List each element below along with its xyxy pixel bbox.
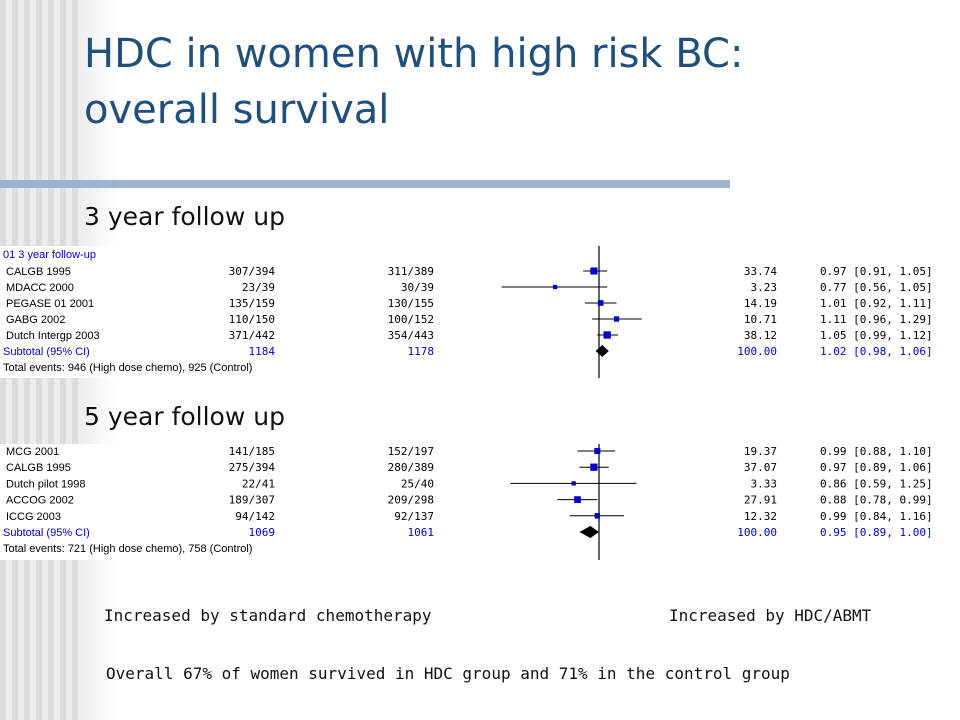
ci-text: 0.97 [0.89, 1.06] bbox=[820, 461, 933, 474]
control-events: 152/197 bbox=[388, 445, 434, 458]
control-events: 30/39 bbox=[401, 281, 434, 294]
ci-text: 0.77 [0.56, 1.05] bbox=[820, 281, 933, 294]
effect-marker bbox=[571, 481, 576, 486]
control-events: 280/389 bbox=[388, 461, 434, 474]
group-label: 01 3 year follow-up bbox=[3, 249, 96, 261]
subtotal-ci-text: 0.95 [0.89, 1.00] bbox=[820, 526, 933, 539]
hdc-events: 371/442 bbox=[229, 329, 275, 342]
effect-marker bbox=[590, 267, 598, 275]
hdc-events: 23/39 bbox=[242, 281, 275, 294]
slide-title: HDC in women with high risk BC: overall … bbox=[84, 26, 944, 138]
ci-text: 1.11 [0.96, 1.29] bbox=[820, 313, 933, 326]
study-name: ICCG 2003 bbox=[6, 511, 61, 523]
weight-value: 14.19 bbox=[744, 297, 777, 310]
ci-text: 0.88 [0.78, 0.99] bbox=[820, 494, 933, 507]
ci-text: 1.05 [0.99, 1.12] bbox=[820, 329, 933, 342]
subtotal-label: Subtotal (95% CI) bbox=[3, 527, 90, 539]
effect-marker bbox=[613, 316, 620, 322]
effect-marker bbox=[597, 300, 604, 306]
hdc-events: 307/394 bbox=[229, 265, 276, 278]
hdc-events: 94/142 bbox=[235, 510, 275, 523]
ci-text: 0.99 [0.84, 1.16] bbox=[820, 510, 933, 523]
subtotal-ci-text: 1.02 [0.98, 1.06] bbox=[820, 345, 933, 358]
heading-5-year: 5 year follow up bbox=[84, 402, 285, 431]
effect-marker bbox=[552, 284, 558, 290]
summary-text: Overall 67% of women survived in HDC gro… bbox=[106, 664, 790, 683]
control-events: 209/298 bbox=[388, 494, 434, 507]
hdc-events: 275/394 bbox=[229, 461, 276, 474]
subtotal-diamond bbox=[595, 345, 609, 357]
title-line-2: overall survival bbox=[84, 87, 390, 133]
title-rule bbox=[0, 180, 730, 188]
study-name: PEGASE 01 2001 bbox=[6, 298, 94, 310]
control-events: 354/443 bbox=[388, 329, 434, 342]
ci-text: 0.99 [0.88, 1.10] bbox=[820, 445, 933, 458]
subtotal-label: Subtotal (95% CI) bbox=[3, 346, 90, 358]
forest-plot-5-year: MCG 2001 141/185 152/197 19.37 0.99 [0.88, 1… bbox=[0, 444, 960, 560]
study-name: MDACC 2000 bbox=[6, 282, 74, 294]
ci-text: 0.97 [0.91, 1.05] bbox=[820, 265, 933, 278]
subtotal-hdc: 1069 bbox=[249, 526, 276, 539]
ci-text: 0.86 [0.59, 1.25] bbox=[820, 477, 933, 490]
effect-marker bbox=[594, 513, 601, 519]
subtotal-weight: 100.00 bbox=[737, 526, 777, 539]
study-name: Dutch pilot 1998 bbox=[6, 478, 86, 490]
effect-marker bbox=[594, 447, 601, 455]
study-name: CALGB 1995 bbox=[6, 462, 71, 474]
forest-plot-3-year: 01 3 year follow-up CALGB 1995 307/394 311/… bbox=[0, 246, 960, 378]
total-events: Total events: 721 (High dose chemo), 758… bbox=[3, 543, 252, 555]
weight-value: 33.74 bbox=[744, 265, 777, 278]
weight-value: 27.91 bbox=[744, 494, 777, 507]
forest-plot-5-year-svg: MCG 2001 141/185 152/197 19.37 0.99 [0.88, 1… bbox=[3, 444, 933, 560]
study-name: CALGB 1995 bbox=[6, 266, 71, 278]
weight-value: 3.33 bbox=[751, 477, 778, 490]
subtotal-weight: 100.00 bbox=[737, 345, 777, 358]
ci-text: 1.01 [0.92, 1.11] bbox=[820, 297, 933, 310]
total-events: Total events: 946 (High dose chemo), 925… bbox=[3, 362, 252, 374]
hdc-events: 189/307 bbox=[229, 494, 275, 507]
effect-marker bbox=[603, 331, 611, 339]
weight-value: 19.37 bbox=[744, 445, 777, 458]
title-line-1: HDC in women with high risk BC: bbox=[84, 31, 744, 77]
forest-plot-3-year-svg: 01 3 year follow-up CALGB 1995 307/394 311/… bbox=[3, 246, 933, 378]
footer-left-label: Increased by standard chemotherapy bbox=[104, 606, 432, 625]
weight-value: 38.12 bbox=[744, 329, 777, 342]
effect-marker bbox=[574, 496, 581, 503]
subtotal-control: 1061 bbox=[408, 526, 435, 539]
control-events: 92/137 bbox=[394, 510, 434, 523]
study-name: ACCOG 2002 bbox=[6, 495, 74, 507]
control-events: 130/155 bbox=[388, 297, 434, 310]
weight-value: 12.32 bbox=[744, 510, 777, 523]
control-events: 25/40 bbox=[401, 477, 434, 490]
effect-marker bbox=[590, 463, 598, 471]
weight-value: 37.07 bbox=[744, 461, 777, 474]
heading-3-year: 3 year follow up bbox=[84, 202, 285, 231]
hdc-events: 110/150 bbox=[229, 313, 275, 326]
hdc-events: 135/159 bbox=[229, 297, 275, 310]
hdc-events: 22/41 bbox=[242, 477, 275, 490]
study-name: MCG 2001 bbox=[6, 446, 59, 458]
study-name: GABG 2002 bbox=[6, 314, 65, 326]
weight-value: 10.71 bbox=[744, 313, 777, 326]
control-events: 100/152 bbox=[388, 313, 434, 326]
control-events: 311/389 bbox=[388, 265, 434, 278]
study-name: Dutch Intergp 2003 bbox=[6, 330, 100, 342]
footer-right-label: Increased by HDC/ABMT bbox=[669, 606, 872, 625]
subtotal-diamond bbox=[579, 526, 599, 538]
weight-value: 3.23 bbox=[751, 281, 778, 294]
hdc-events: 141/185 bbox=[229, 445, 275, 458]
subtotal-control: 1178 bbox=[408, 345, 435, 358]
subtotal-hdc: 1184 bbox=[249, 345, 276, 358]
